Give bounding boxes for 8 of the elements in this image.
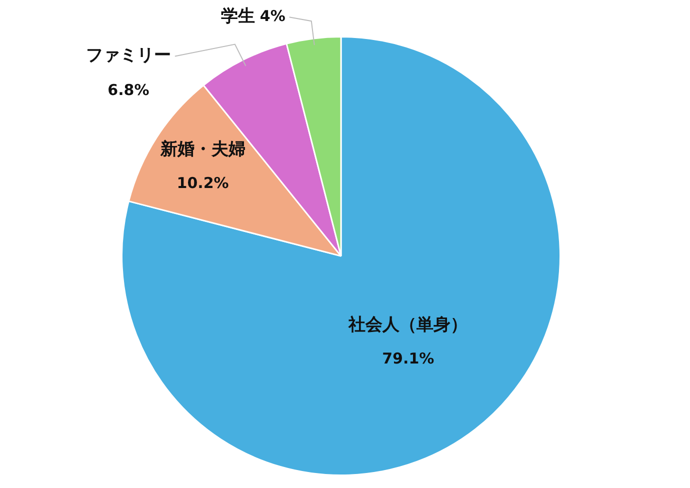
slice-label: 新婚・夫婦 <box>159 139 246 160</box>
data-label: 79.1% <box>382 350 434 368</box>
slice-label: ファミリー <box>86 46 171 66</box>
data-label: 10.2% <box>176 174 229 192</box>
slice-label: 学生 <box>220 6 255 26</box>
data-label: 6.8% <box>108 81 150 100</box>
data-label: 4% <box>260 6 286 25</box>
slice-label: 社会人（単身） <box>348 315 468 336</box>
